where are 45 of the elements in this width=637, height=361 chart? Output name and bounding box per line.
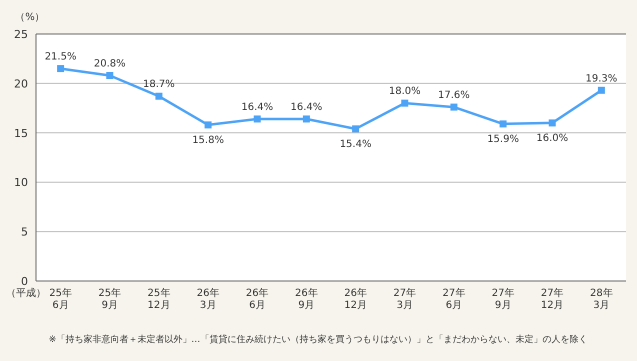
point xyxy=(401,100,408,107)
x-tick-label: 26年 12月 xyxy=(344,287,367,311)
data-label: 15.4% xyxy=(340,138,372,150)
point xyxy=(352,125,360,132)
x-axis-title: （平成） xyxy=(6,287,46,299)
x-tick-label: 27年 6月 xyxy=(442,287,466,311)
data-label: 15.9% xyxy=(487,134,519,145)
y-tick-label: 15 xyxy=(14,126,28,140)
x-tick-label: 25年 12月 xyxy=(148,287,170,311)
data-label: 15.8% xyxy=(192,134,224,146)
x-tick-label: 26年 3月 xyxy=(196,287,220,311)
y-axis-title: （%） xyxy=(15,12,45,23)
data-label: 16.0% xyxy=(536,132,568,144)
point xyxy=(598,86,605,94)
x-tick-label: 26年 9月 xyxy=(295,287,318,311)
y-tick-label: 20 xyxy=(14,77,28,90)
point xyxy=(302,115,310,122)
x-tick-label: 27年 9月 xyxy=(492,287,514,311)
data-label: 18.0% xyxy=(388,86,421,98)
y-tick-label: 5 xyxy=(21,226,28,239)
point xyxy=(155,92,162,100)
data-label: 17.6% xyxy=(438,90,470,102)
data-label: 19.3% xyxy=(586,73,618,84)
x-tick-label: 28年 3月 xyxy=(590,287,613,311)
x-tick-label: 27年 12月 xyxy=(540,287,564,311)
data-label: 21.5% xyxy=(44,52,76,63)
point xyxy=(204,121,212,128)
point xyxy=(254,115,261,122)
y-tick-label: 25 xyxy=(14,28,28,41)
y-tick-label: 10 xyxy=(14,176,28,190)
point xyxy=(450,104,458,111)
x-tick-label: 25年 9月 xyxy=(98,287,122,311)
point xyxy=(548,119,556,126)
x-tick-label: 25年 6月 xyxy=(49,287,72,311)
x-tick-label: 26年 6月 xyxy=(246,287,269,311)
data-label: 16.4% xyxy=(290,102,322,113)
point xyxy=(57,65,64,72)
data-label: 18.7% xyxy=(143,79,175,90)
y-tick-label: 0 xyxy=(21,275,28,288)
text: ※「持ち家非意向者＋未定者以外」…「賃貸に住み続けたい（持ち家を買うつもりはない）」と「まだわからない、未定」の人を除く xyxy=(48,334,588,345)
point xyxy=(106,72,114,79)
point xyxy=(500,120,507,128)
x-tick-label: 27年 3月 xyxy=(393,287,416,311)
data-label: 16.4% xyxy=(241,102,274,113)
data-label: 20.8% xyxy=(94,58,126,70)
